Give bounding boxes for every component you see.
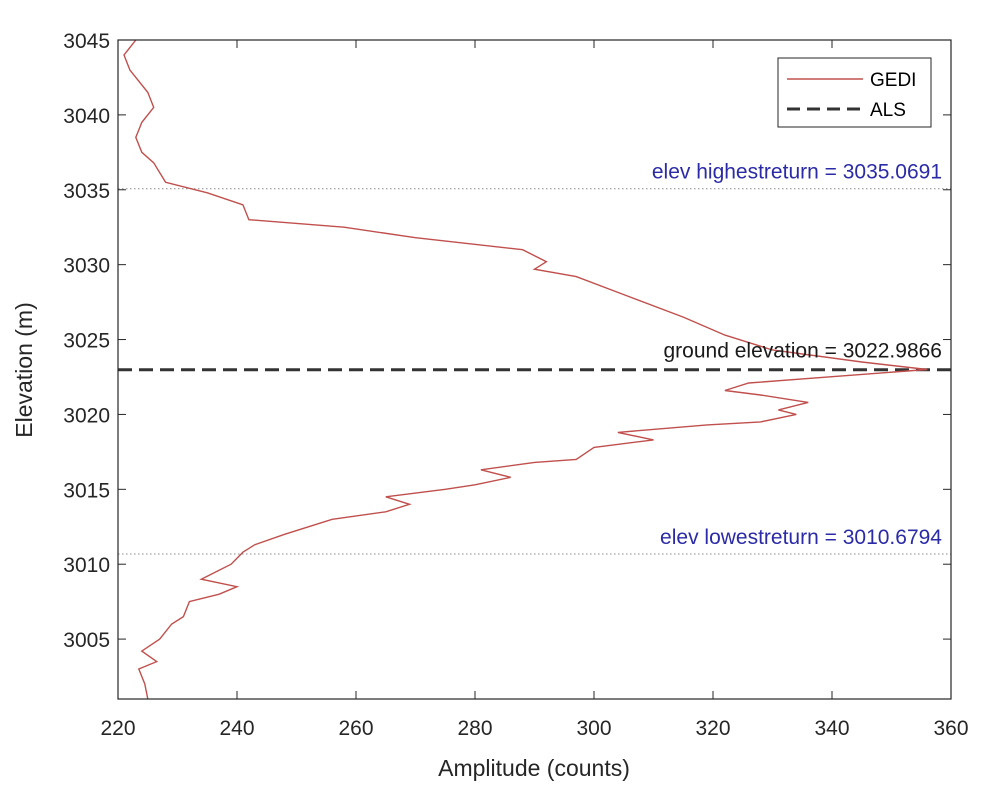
lowest-return-annotation: elev lowestreturn = 3010.6794	[660, 526, 942, 549]
annotations: elev highestreturn = 3035.0691 ground ele…	[652, 161, 942, 549]
x-tick-label: 280	[457, 717, 492, 740]
y-axis-title: Elevation (m)	[11, 302, 37, 437]
y-axis-ticks: 3005 3010 3015 3020 3025 3030 3035 3040 3045	[63, 30, 951, 652]
legend-gedi-label: GEDI	[870, 70, 916, 91]
gedi-series-line	[123, 39, 928, 700]
x-tick-label: 340	[814, 717, 849, 740]
y-tick-label: 3005	[63, 629, 110, 652]
y-tick-label: 3045	[63, 30, 110, 53]
x-axis-title: Amplitude (counts)	[438, 755, 630, 781]
ground-elevation-annotation: ground elevation = 3022.9866	[664, 340, 943, 363]
x-tick-label: 320	[695, 717, 730, 740]
legend-box	[777, 57, 932, 128]
reference-lines	[118, 188, 951, 555]
x-tick-label: 360	[933, 717, 968, 740]
y-tick-label: 3020	[63, 404, 110, 427]
y-tick-label: 3035	[63, 180, 110, 203]
y-tick-label: 3015	[63, 479, 110, 502]
x-tick-label: 240	[219, 717, 254, 740]
highest-return-annotation: elev highestreturn = 3035.0691	[652, 161, 942, 184]
plot-frame	[117, 39, 952, 700]
y-tick-label: 3025	[63, 330, 110, 353]
legend: GEDI ALS	[777, 57, 932, 128]
plot-background	[118, 40, 951, 699]
legend-als-label: ALS	[870, 100, 906, 121]
x-axis-ticks: 220 240 260 280 300 320 340 360	[100, 40, 969, 740]
y-tick-label: 3040	[63, 105, 110, 128]
x-tick-label: 260	[338, 717, 373, 740]
y-tick-label: 3010	[63, 554, 110, 577]
y-tick-label: 3030	[63, 255, 110, 278]
x-tick-label: 300	[576, 717, 611, 740]
x-tick-label: 220	[100, 717, 135, 740]
